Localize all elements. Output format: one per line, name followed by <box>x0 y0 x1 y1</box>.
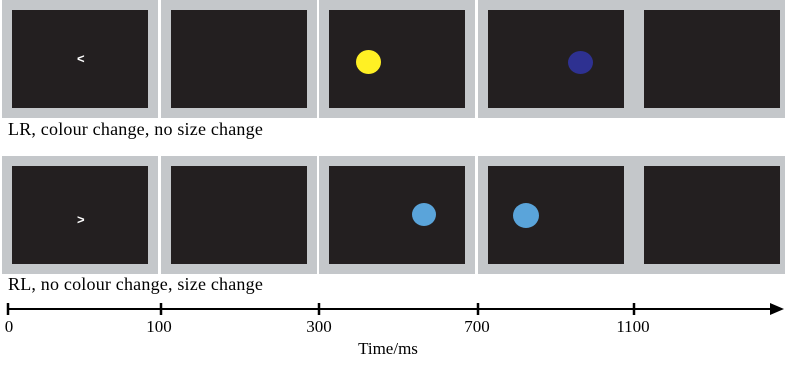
yellow-dot <box>356 50 381 74</box>
axis-arrowhead <box>770 303 784 315</box>
frame-stimulus-2 <box>478 156 634 274</box>
axis-title: Time/ms <box>358 339 418 358</box>
trial-row-rl: > RL, no colour change, size change <box>0 156 785 294</box>
screen <box>488 10 624 108</box>
right-arrow-cue: > <box>77 212 85 227</box>
trial-row-lr: < LR, colour change, no size change <box>0 0 785 139</box>
screen: > <box>12 166 148 264</box>
timeline-axis <box>6 303 784 315</box>
frame-stimulus-2 <box>478 0 634 118</box>
tick-label-700: 700 <box>464 317 490 336</box>
tick-label-0: 0 <box>4 317 14 336</box>
frame-fixation: > <box>2 156 158 274</box>
screen <box>644 10 780 108</box>
tick-label-300: 300 <box>306 317 332 336</box>
screen <box>171 10 307 108</box>
screen <box>171 166 307 264</box>
tick-label-100: 100 <box>146 317 172 336</box>
row-caption: RL, no colour change, size change <box>8 274 264 294</box>
light-blue-small-dot <box>412 203 436 226</box>
screen: < <box>12 10 148 108</box>
frame-fixation: < <box>2 0 158 118</box>
frame-stimulus-1 <box>319 0 475 118</box>
frame-blank <box>161 156 317 274</box>
light-blue-large-dot <box>513 203 539 228</box>
tick-label-1100: 1100 <box>616 317 650 336</box>
row-caption: LR, colour change, no size change <box>8 119 264 139</box>
frame-blank <box>161 0 317 118</box>
screen <box>329 166 465 264</box>
frame-end-blank <box>634 156 785 274</box>
screen <box>329 10 465 108</box>
timeline: 0 100 300 700 1100 Time/ms <box>0 295 785 365</box>
frame-stimulus-1 <box>319 156 475 274</box>
screen <box>644 166 780 264</box>
left-arrow-cue: < <box>77 51 85 66</box>
screen <box>488 166 624 264</box>
frame-end-blank <box>634 0 785 118</box>
dark-blue-dot <box>568 51 593 74</box>
